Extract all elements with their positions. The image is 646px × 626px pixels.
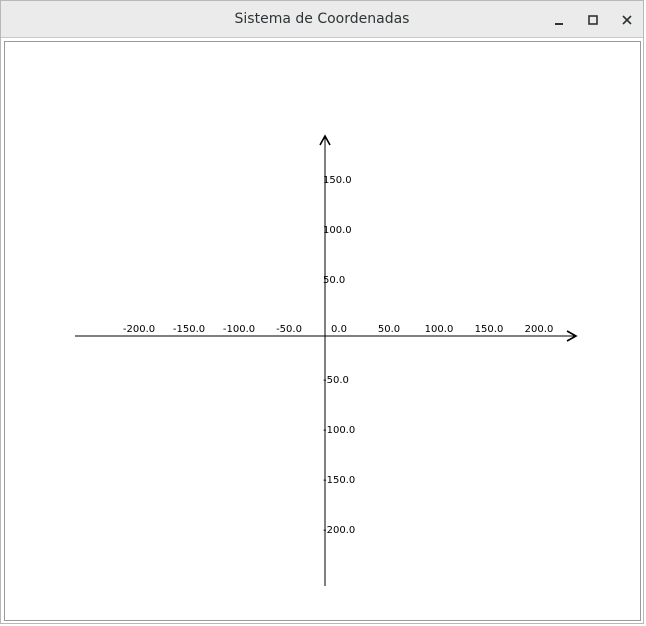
x-tick-label: 150.0 — [475, 324, 504, 335]
x-axis-arrow-icon — [566, 330, 578, 342]
x-tick-label: -150.0 — [173, 324, 205, 335]
y-tick-label: 150.0 — [323, 175, 352, 186]
window-title: Sistema de Coordenadas — [234, 11, 410, 27]
close-icon — [622, 15, 632, 25]
y-tick-label: 50.0 — [323, 275, 345, 286]
x-tick-label: 100.0 — [425, 324, 454, 335]
x-tick-label: -200.0 — [123, 324, 155, 335]
y-tick-label: -50.0 — [323, 375, 349, 386]
y-tick-label: 100.0 — [323, 225, 352, 236]
maximize-button[interactable] — [582, 9, 604, 31]
x-tick-label: -50.0 — [276, 324, 302, 335]
close-button[interactable] — [616, 9, 638, 31]
maximize-icon — [588, 15, 598, 25]
y-tick-label: -200.0 — [323, 525, 355, 536]
minimize-button[interactable] — [548, 9, 570, 31]
y-axis-arrow-icon — [319, 134, 331, 146]
x-tick-label: -100.0 — [223, 324, 255, 335]
x-tick-label: 50.0 — [378, 324, 400, 335]
drawing-canvas: -200.0 -150.0 -100.0 -50.0 0.0 50.0 100.0 150.0… — [4, 41, 641, 621]
minimize-icon — [555, 23, 563, 25]
y-tick-label: -150.0 — [323, 475, 355, 486]
x-tick-label: 200.0 — [525, 324, 554, 335]
title-bar[interactable]: Sistema de Coordenadas — [1, 1, 643, 38]
y-tick-label: -100.0 — [323, 425, 355, 436]
coordinate-plane: -200.0 -150.0 -100.0 -50.0 0.0 50.0 100.0 150.0… — [75, 134, 578, 586]
x-tick-label: 0.0 — [331, 324, 347, 335]
